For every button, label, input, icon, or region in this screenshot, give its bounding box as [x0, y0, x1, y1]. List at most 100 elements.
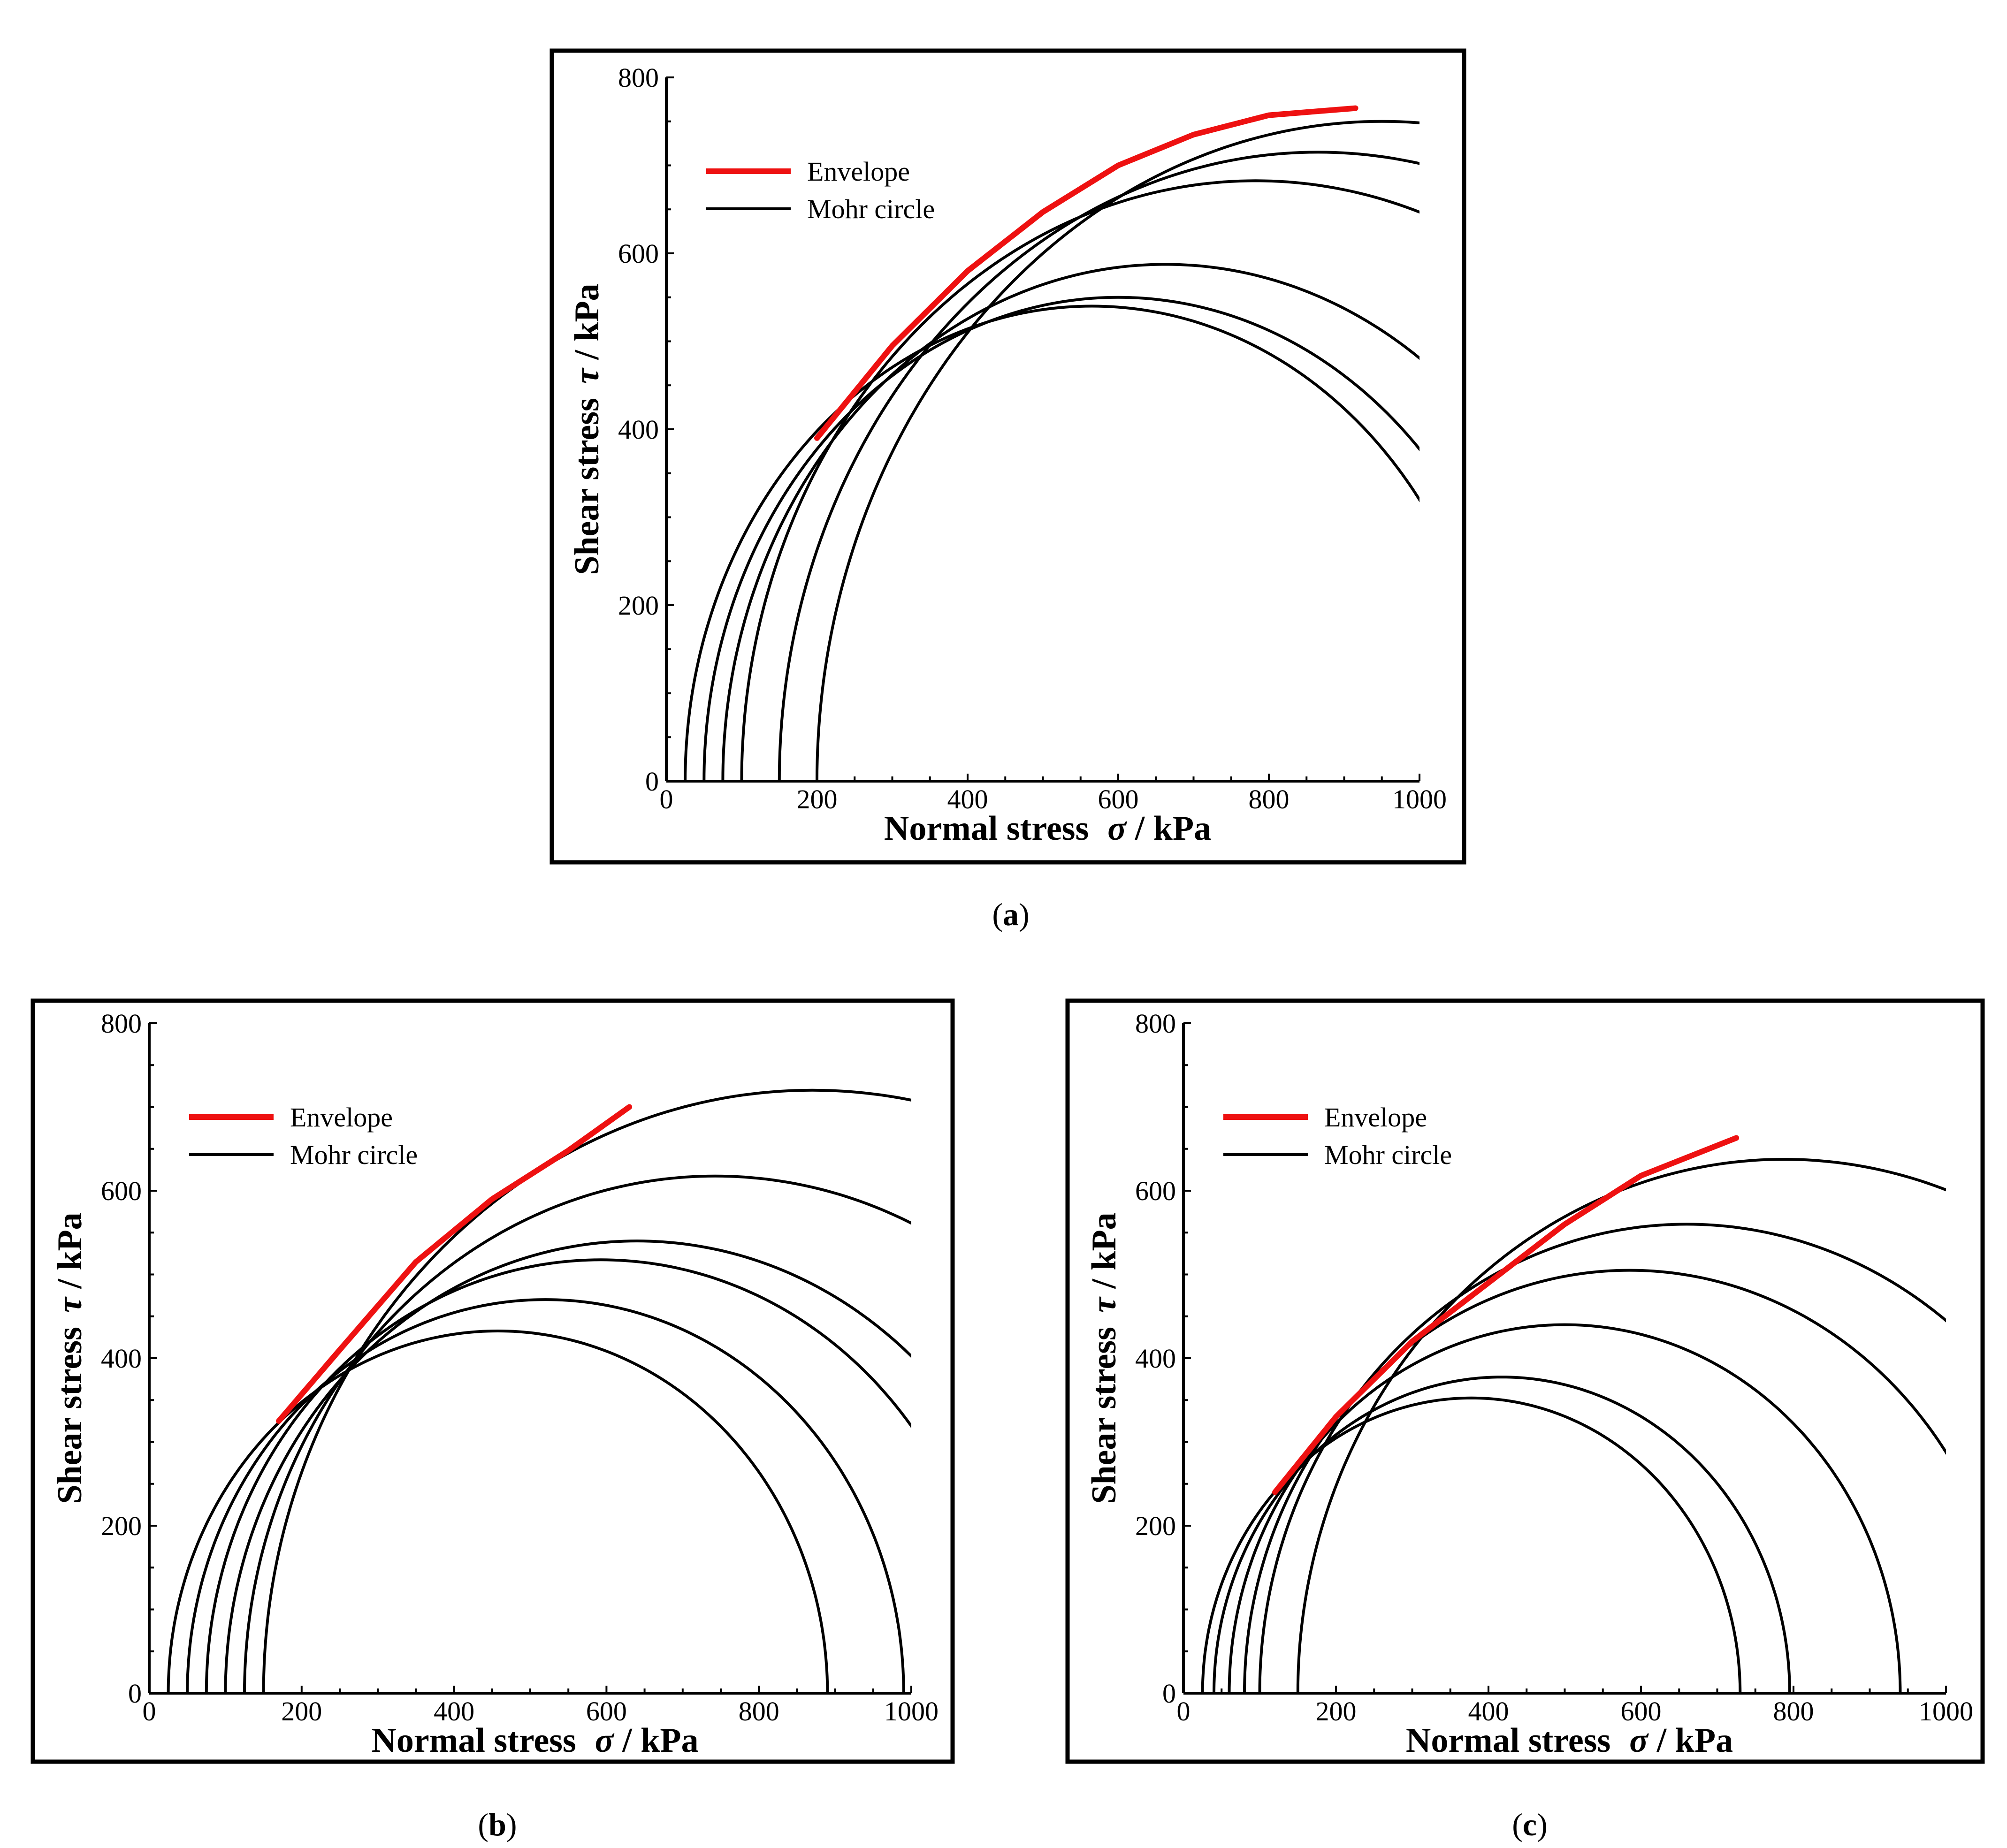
x-axis-label: Normal stress	[884, 809, 1089, 848]
x-tick-label: 0	[660, 784, 673, 814]
x-axis-title: Normal stress σ / kPa	[884, 809, 1211, 848]
y-tick-label: 600	[101, 1176, 142, 1206]
y-tick-label: 0	[1162, 1678, 1176, 1709]
y-tick-label: 800	[618, 62, 659, 93]
legend-circle-label: Mohr circle	[290, 1140, 418, 1170]
legend-circle-label: Mohr circle	[1324, 1140, 1452, 1170]
x-tick-label: 1000	[1919, 1696, 1973, 1726]
caption-close: )	[1019, 897, 1030, 932]
mohr-circle	[1296, 1158, 1946, 1693]
curves	[684, 120, 1419, 781]
x-tick-label: 600	[1098, 784, 1139, 814]
mohr-circle	[740, 179, 1419, 781]
mohr-circle	[262, 1088, 911, 1693]
mohr-circle	[167, 1329, 829, 1693]
mohr-circle	[1258, 1223, 1946, 1693]
x-axis-symbol: σ	[1107, 809, 1127, 848]
x-tick-label: 800	[1773, 1696, 1814, 1726]
x-tick-label: 1000	[1392, 784, 1447, 814]
panel-b: 0 200 400 600 800 1000 0 200 400 600 800 Normal str…	[31, 998, 955, 1842]
caption-close: )	[506, 1807, 517, 1842]
x-axis-symbol: σ	[595, 1721, 615, 1760]
panel-caption: (c)	[1512, 1807, 1548, 1842]
y-tick-label: 200	[618, 590, 659, 621]
x-tick-label: 800	[739, 1696, 779, 1726]
x-tick-label: 400	[947, 784, 988, 814]
x-tick-label: 0	[1177, 1696, 1190, 1726]
x-tick-label: 200	[1316, 1696, 1357, 1726]
y-tick-label: 800	[1135, 1008, 1176, 1039]
caption-letter: c	[1523, 1807, 1537, 1842]
y-axis-label: Shear stress	[568, 398, 606, 575]
panel-caption: (b)	[478, 1807, 517, 1842]
panel-caption: (a)	[992, 897, 1029, 932]
x-axis-title: Normal stress σ / kPa	[371, 1721, 698, 1760]
y-axis-title: Shear stress τ / kPa	[1085, 1212, 1123, 1504]
curves	[1201, 1158, 1946, 1693]
y-axis-label: Shear stress	[1085, 1327, 1123, 1504]
curves	[167, 1088, 911, 1693]
y-tick-label: 200	[101, 1511, 142, 1541]
legend-envelope-label: Envelope	[290, 1102, 393, 1133]
envelope-line	[276, 1104, 633, 1424]
mohr-circle	[186, 1298, 905, 1693]
y-axis-title: Shear stress τ / kPa	[51, 1212, 89, 1504]
y-axis-unit: / kPa	[51, 1212, 89, 1297]
y-tick-label: 0	[645, 766, 659, 797]
y-tick-label: 600	[618, 238, 659, 269]
envelope-line	[1272, 1135, 1740, 1495]
y-axis-symbol: τ	[51, 1296, 89, 1313]
y-tick-label: 200	[1135, 1511, 1176, 1541]
envelope-line	[814, 105, 1358, 441]
y-tick-label: 0	[128, 1678, 142, 1709]
caption-close: )	[1537, 1807, 1548, 1842]
mohr-circle	[721, 263, 1419, 781]
y-tick-label: 800	[101, 1008, 142, 1039]
y-tick-label: 600	[1135, 1176, 1176, 1206]
mohr-circle	[1201, 1396, 1742, 1693]
x-tick-label: 400	[1468, 1696, 1509, 1726]
legend-circle-label: Mohr circle	[807, 194, 935, 224]
mohr-circle	[224, 1240, 911, 1693]
x-tick-label: 1000	[884, 1696, 939, 1726]
x-tick-label: 600	[586, 1696, 627, 1726]
y-axis-unit: / kPa	[568, 283, 606, 368]
caption-open: (	[992, 897, 1003, 932]
x-axis-label: Normal stress	[1406, 1721, 1610, 1760]
mohr-circle	[684, 304, 1419, 781]
x-axis-label: Normal stress	[371, 1721, 576, 1760]
x-axis-title: Normal stress σ / kPa	[1406, 1721, 1733, 1760]
x-tick-label: 0	[143, 1696, 156, 1726]
legend-envelope-label: Envelope	[1324, 1102, 1427, 1133]
x-axis-symbol: σ	[1629, 1721, 1649, 1760]
x-tick-label: 200	[797, 784, 838, 814]
mohr-circle	[778, 151, 1419, 781]
x-tick-label: 600	[1621, 1696, 1662, 1726]
y-axis-symbol: τ	[568, 367, 606, 384]
panel-frame	[549, 48, 1466, 865]
caption-open: (	[1512, 1807, 1523, 1842]
caption-letter: b	[488, 1807, 506, 1842]
y-axis-label: Shear stress	[51, 1327, 89, 1504]
y-axis-unit: / kPa	[1085, 1212, 1123, 1297]
x-tick-label: 800	[1249, 784, 1290, 814]
mohr-circle	[702, 296, 1419, 781]
mohr-circle	[1213, 1376, 1791, 1693]
x-axis-unit: / kPa	[614, 1721, 699, 1760]
x-tick-label: 200	[281, 1696, 322, 1726]
x-tick-label: 400	[434, 1696, 474, 1726]
caption-open: (	[478, 1807, 488, 1842]
y-axis-title: Shear stress τ / kPa	[568, 283, 606, 575]
y-tick-label: 400	[618, 414, 659, 445]
x-axis-unit: / kPa	[1126, 809, 1211, 848]
y-axis-symbol: τ	[1085, 1296, 1123, 1313]
panel-a: 0 200 400 600 800 1000 0 200 400 600 800 Normal str…	[549, 48, 1466, 932]
x-axis-unit: / kPa	[1648, 1721, 1733, 1760]
panel-frame	[31, 998, 955, 1764]
y-tick-label: 400	[101, 1343, 142, 1374]
panel-frame	[1065, 998, 1985, 1764]
panel-c: 0 200 400 600 800 1000 0 200 400 600 800 Normal str…	[1065, 998, 1985, 1842]
y-tick-label: 400	[1135, 1343, 1176, 1374]
mohr-circle	[1243, 1269, 1946, 1693]
